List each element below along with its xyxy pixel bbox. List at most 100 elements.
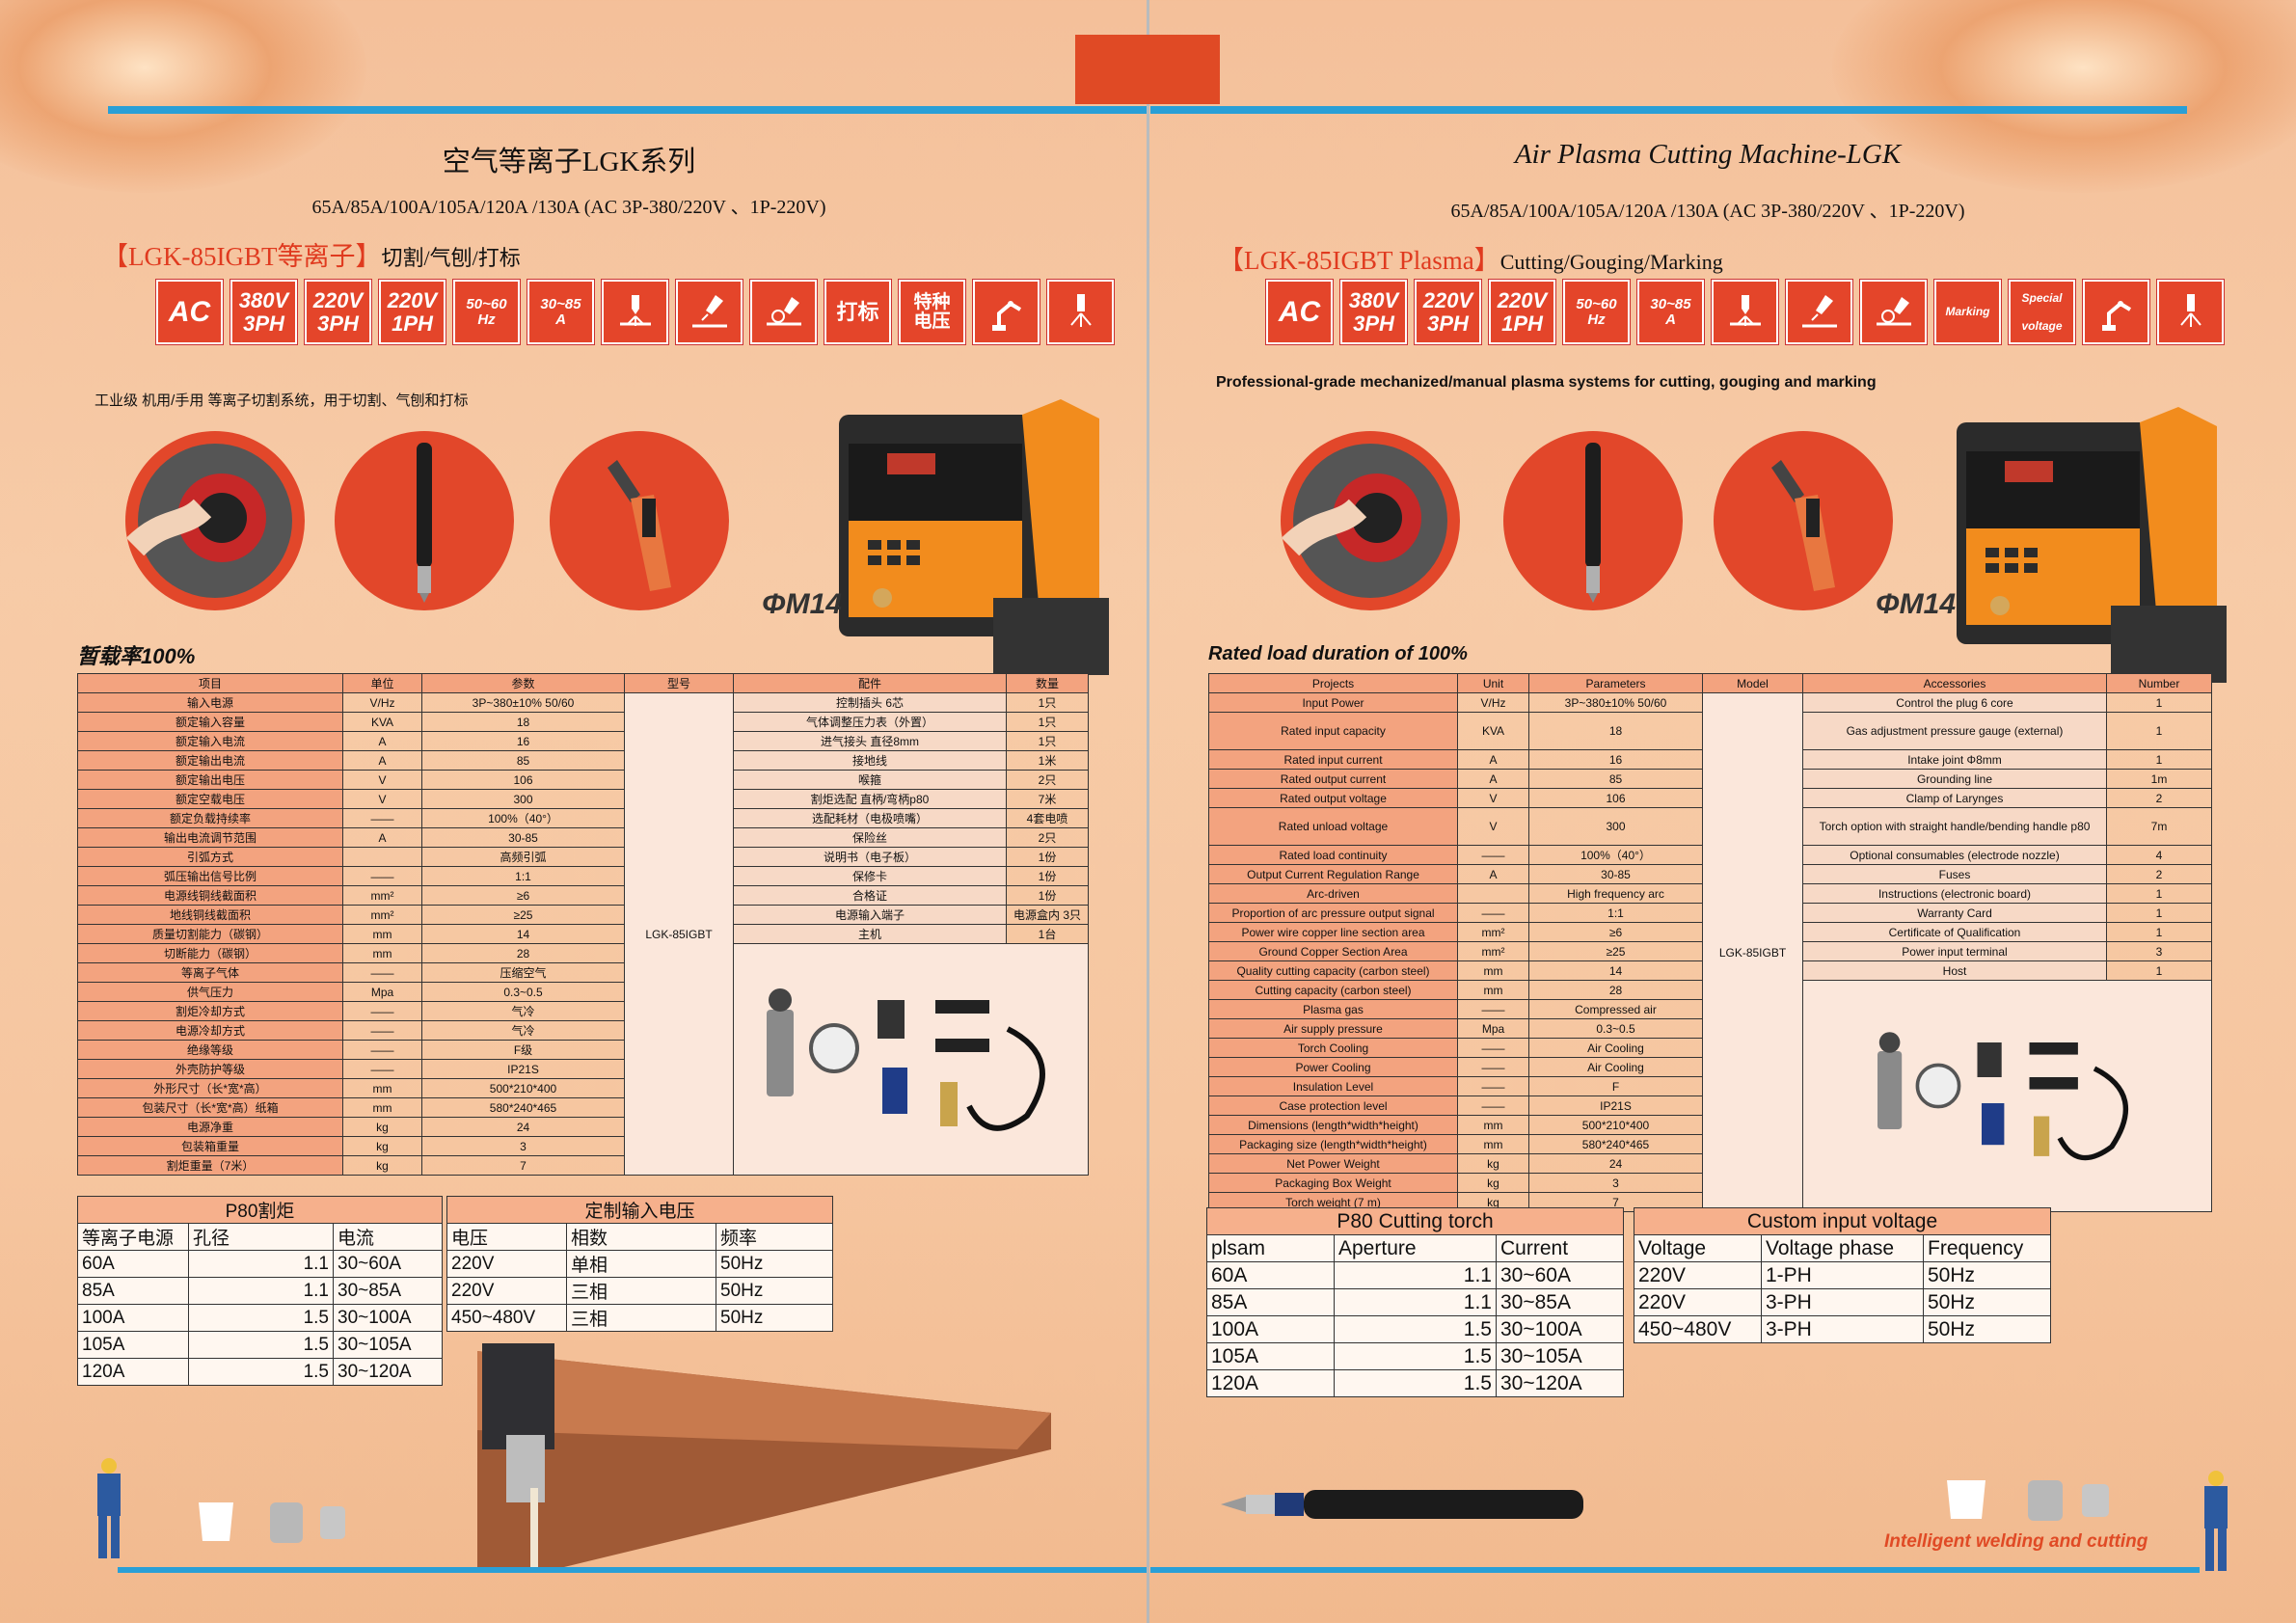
table-row: Packaging Box Weight kg 3 [1208,1173,2212,1193]
feature-badges: AC 380V 3PH 220V 3PH 220V 1PH 50~60 Hz 30~85… [1266,280,2224,344]
badge-current-range: 30~85 A [527,280,594,344]
model-title: 【LGK-85IGBT等离子】切割/气刨/打标 [102,235,521,273]
table-row: 额定负载持续率 —— 100%（40°） 选配耗材（电极喷嘴） 4套电喷 [77,808,1089,828]
badge-special-voltage: 特种 电压 [899,280,965,344]
voltage-table-caption: 定制输入电压 [446,1196,834,1224]
plasma-machine-photo [829,386,1119,680]
torch-table: P80 Cutting torch plsam Aperture Current 6… [1205,1207,1625,1397]
gouging-icon [1786,280,1852,344]
rated-load-heading: Rated load duration of 100% [1208,643,1468,664]
torch-table: P80割炬 等离子电源 孔径 电流 60A 1.1 30~60A 85A 1.1 30~85… [77,1196,443,1386]
model-title-suffix: 切割/气刨/打标 [381,246,521,270]
spec-table-header: 项目 单位 参数 型号 配件 数量 [77,673,1089,693]
spec-table: 项目 单位 参数 型号 配件 数量 输入电源 V/Hz 3P~380±10% 50/60 LG… [77,673,1089,1176]
table-row: 220V 1-PH 50Hz [1634,1261,2052,1289]
badge-frequency: 50~60 Hz [453,280,520,344]
page-title: Air Plasma Cutting Machine-LGK [1514,139,1902,170]
table-row: Rated output current A 85 Grounding line 1m [1208,769,2212,789]
table-row: 450~480V 3-PH 50Hz [1634,1315,2052,1343]
table-row: 电源线铜线截面积 mm² ≥6 合格证 1份 [77,885,1089,906]
knob-photo [1281,431,1460,610]
product-description: 工业级 机用/手用 等离子切割系统，用于切割、气刨和打标 [95,392,469,409]
top-blue-line-left [108,106,1147,114]
table-row: Rated input capacity KVA 18 Gas adjustment … [1208,712,2212,750]
table-row: Rated unload voltage V 300 Torch option wit… [1208,807,2212,846]
table-row: 105A 1.5 30~105A [77,1331,443,1359]
table-row: 输入电源 V/Hz 3P~380±10% 50/60 LGK-85IGBT 控制插头 6… [77,692,1089,1176]
gouging-icon [676,280,743,344]
table-row: 等离子气体 —— 压缩空气 [77,962,1089,983]
table-row: 105A 1.5 30~105A [1206,1342,1625,1370]
table-row: 100A 1.5 30~100A [1206,1315,1625,1343]
marking-icon [750,280,817,344]
table-row: 绝缘等级 —— F级 [77,1040,1089,1060]
bottom-blue-line-right [1150,1567,2200,1573]
plasma-machine-photo [1947,393,2236,688]
table-row: 100A 1.5 30~100A [77,1304,443,1332]
cutting-icon [602,280,668,344]
table-row: 质量切割能力（碳钢） mm 14 主机 1台 [77,924,1089,944]
accessories-photo [1877,1032,2128,1161]
table-header-row: plsam Aperture Current [1206,1234,1625,1262]
torch-tip-photo [335,431,514,610]
badge-220v-3ph: 220V 3PH [1415,280,1481,344]
table-row: Packaging size (length*width*height) mm 58… [1208,1134,2212,1154]
model-cell: LGK-85IGBT [624,692,734,1176]
table-header-row: 等离子电源 孔径 电流 [77,1223,443,1251]
model-title: 【LGK-85IGBT Plasma】Cutting/Gouging/Marki… [1218,239,1723,277]
worker-figure [85,1456,133,1567]
worker-figure [2192,1469,2240,1580]
spec-table-header: Projects Unit Parameters Model Accessories N… [1208,673,2212,693]
table-row: 电源冷却方式 —— 气冷 [77,1020,1089,1041]
feature-badges: AC 380V 3PH 220V 3PH 220V 1PH 50~60 Hz 30~85… [156,280,1114,344]
machine-label: ΦM14 [1876,588,1957,620]
bottom-blue-line-left [118,1567,1147,1573]
table-row: Power wire copper line section area mm² ≥6… [1208,922,2212,942]
table-row: 弧压输出信号比例 —— 1:1 保修卡 1份 [77,866,1089,886]
badge-220v-1ph: 220V 1PH [1489,280,1555,344]
badge-220v-1ph: 220V 1PH [379,280,446,344]
table-row: 85A 1.1 30~85A [77,1277,443,1305]
badge-380v-3ph: 380V 3PH [230,280,297,344]
table-row: 电源净重 kg 24 [77,1117,1089,1137]
table-row: Ground Copper Section Area mm² ≥25 Power in… [1208,941,2212,961]
table-row: 割炬冷却方式 —— 气冷 [77,1001,1089,1021]
page-subtitle: 65A/85A/100A/105A/120A /130A (AC 3P-380/… [1450,201,1965,222]
top-blue-line-right [1150,106,2187,114]
table-row: 额定输入电流 A 16 进气接头 直径8mm 1只 [77,731,1089,751]
table-row: 输出电流调节范围 A 30-85 保险丝 2只 [77,827,1089,848]
input-voltage-table: 定制输入电压 电压 相数 频率 220V 单相 50Hz 220V 三相 50Hz 450~… [446,1196,834,1332]
model-title-suffix: Cutting/Gouging/Marking [1499,250,1723,274]
table-row: 引弧方式 高频引弧 说明书（电子板） 1份 [77,847,1089,867]
model-cell: LGK-85IGBT [1702,692,1803,1212]
badge-marking-text: 打标 [824,280,891,344]
accessories-photo-cell [733,943,1089,1176]
table-row: Rated output voltage V 106 Clamp of Larynge… [1208,788,2212,808]
table-row: 割炬重量（7米） kg 7 [77,1155,1089,1176]
table-row: 地线铜线截面积 mm² ≥25 电源输入端子 电源盒内 3只 [77,905,1089,925]
product-description: Professional-grade mechanized/manual pla… [1216,374,1877,391]
cutting-icon [1712,280,1778,344]
table-row: 外壳防护等级 —— IP21S [77,1059,1089,1079]
table-header-row: 电压 相数 频率 [446,1223,834,1251]
table-row: Input Power V/Hz 3P~380±10% 50/60 LGK-85IGB… [1208,692,2212,1212]
table-row: 220V 3-PH 50Hz [1634,1288,2052,1316]
table-row: Torch Cooling —— Air Cooling [1208,1038,2212,1058]
table-row: Net Power Weight kg 24 [1208,1153,2212,1174]
robot-arm-icon [2083,280,2149,344]
table-row: Rated load continuity —— 100%（40°） Optional… [1208,845,2212,865]
center-fold [1147,0,1149,1623]
top-red-tab [1075,35,1220,104]
table-row: 60A 1.1 30~60A [77,1250,443,1278]
table-row: 120A 1.5 30~120A [77,1358,443,1386]
torch-product-photo [1221,1480,1587,1533]
badge-frequency: 50~60 Hz [1563,280,1630,344]
accessories-photo [766,988,1045,1131]
table-row: 120A 1.5 30~120A [1206,1369,1625,1397]
table-row: Plasma gas —— Compressed air [1208,999,2212,1019]
page-title: 空气等离子LGK系列 [442,147,696,177]
table-row: Cutting capacity (carbon steel) mm 28 [1208,980,2212,1212]
table-row: 额定空载电压 V 300 割炬选配 直柄/弯柄p80 7米 [77,789,1089,809]
rated-load-heading: 暂载率100% [77,644,196,668]
table-row: Quality cutting capacity (carbon steel) m… [1208,960,2212,981]
